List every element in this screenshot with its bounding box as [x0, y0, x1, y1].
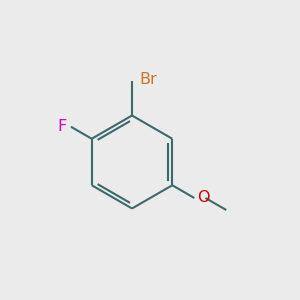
Text: Br: Br [140, 72, 157, 87]
Text: F: F [57, 119, 66, 134]
Text: O: O [197, 190, 209, 206]
